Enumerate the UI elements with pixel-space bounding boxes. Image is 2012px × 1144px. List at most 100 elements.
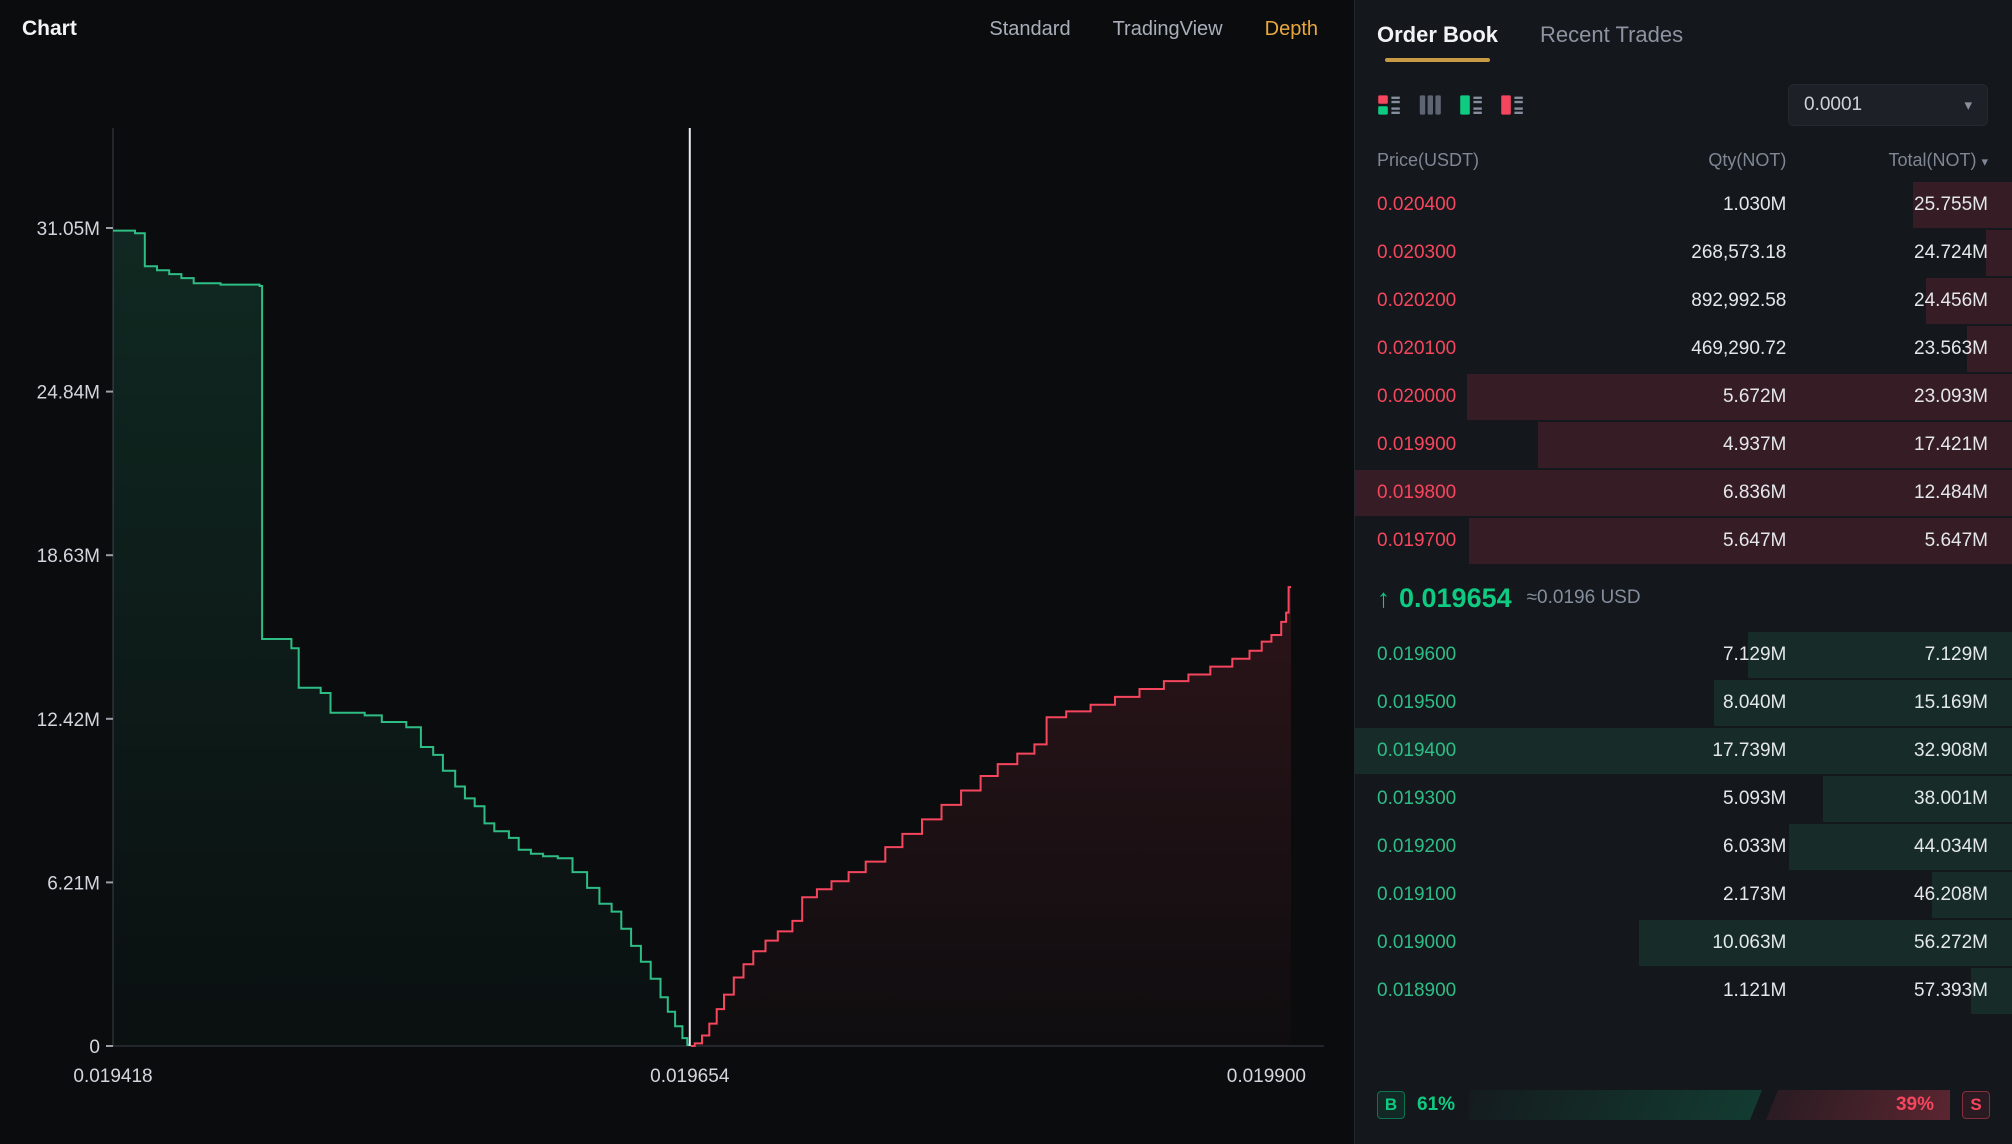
ob-cell-qty: 6.033M: [1722, 836, 1787, 857]
sell-percent: 39%: [1895, 1094, 1934, 1115]
ob-cell-qty: 5.672M: [1722, 386, 1787, 407]
y-tick-label: 6.21M: [47, 873, 100, 894]
ob-cell-qty: 10.063M: [1712, 932, 1787, 953]
order-book-bid-row[interactable]: 0.019300 5.093M 38.001M: [1355, 775, 2012, 823]
depth-bar-ask: [1912, 182, 2012, 228]
book-view-bids-icon[interactable]: [1459, 93, 1483, 117]
ob-cell-qty: 17.739M: [1712, 740, 1787, 761]
order-book-controls: 0.0001 ▾: [1355, 62, 2012, 126]
ob-cell-price: 0.020200: [1377, 290, 1457, 311]
depth-bar-ask: [1469, 518, 2012, 564]
depth-chart[interactable]: 0 6.21M 12.42M 18.63M 24.84M 31.05M 0.019418 0.…: [0, 58, 1354, 1144]
order-book-ask-row[interactable]: 0.019900 4.937M 17.421M: [1355, 421, 2012, 469]
ob-cell-price: 0.019700: [1377, 530, 1457, 551]
ob-cell-total: 24.724M: [1914, 242, 1988, 263]
order-book-bid-row[interactable]: 0.019600 7.129M 7.129M: [1355, 631, 2012, 679]
ob-cell-total: 5.647M: [1924, 530, 1988, 551]
order-book-bid-row[interactable]: 0.019200 6.033M 44.034M: [1355, 823, 2012, 871]
ob-cell-price: 0.020400: [1377, 194, 1457, 215]
order-book-ask-row[interactable]: 0.019800 6.836M 12.484M: [1355, 469, 2012, 517]
ob-cell-price: 0.019200: [1377, 836, 1457, 857]
ob-cell-qty: 268,573.18: [1691, 242, 1787, 263]
ob-cell-total: 25.755M: [1914, 194, 1988, 215]
tick-size-value: 0.0001: [1804, 94, 1863, 115]
ob-cell-total: 23.563M: [1914, 338, 1988, 359]
ratio-bar: 39%: [1469, 1090, 1950, 1120]
tick-size-select[interactable]: 0.0001 ▾: [1788, 84, 1988, 126]
y-tick-label: 0: [89, 1037, 100, 1058]
order-book-tabs: Order Book Recent Trades: [1355, 0, 2012, 62]
ob-cell-price: 0.019800: [1377, 482, 1457, 503]
ob-cell-qty: 5.647M: [1722, 530, 1787, 551]
ob-cell-total: 46.208M: [1914, 884, 1988, 905]
ob-cell-price: 0.019500: [1377, 692, 1457, 713]
ob-cell-qty: 1.030M: [1722, 194, 1787, 215]
ob-cell-price: 0.020100: [1377, 338, 1457, 359]
col-total[interactable]: Total(NOT) ▾: [1786, 150, 1988, 171]
tab-order-book[interactable]: Order Book: [1377, 22, 1498, 62]
order-book-ask-row[interactable]: 0.020200 892,992.58 24.456M: [1355, 277, 2012, 325]
depth-bar-bid: [1970, 968, 2012, 1014]
y-tick-label: 24.84M: [37, 383, 100, 404]
ob-cell-total: 44.034M: [1914, 836, 1988, 857]
ob-cell-qty: 2.173M: [1722, 884, 1787, 905]
last-price-row[interactable]: ↑ 0.019654 ≈0.0196 USD: [1355, 565, 2012, 631]
order-book-bid-row[interactable]: 0.019000 10.063M 56.272M: [1355, 919, 2012, 967]
order-book-bid-row[interactable]: 0.019500 8.040M 15.169M: [1355, 679, 2012, 727]
book-view-asks-icon[interactable]: [1500, 93, 1524, 117]
ob-cell-total: 32.908M: [1914, 740, 1988, 761]
order-book-bid-row[interactable]: 0.018900 1.121M 57.393M: [1355, 967, 2012, 1015]
ob-cell-qty: 6.836M: [1722, 482, 1787, 503]
y-tick-label: 12.42M: [37, 710, 100, 731]
depth-chart-area: 0 6.21M 12.42M 18.63M 24.84M 31.05M 0.019418 0.…: [0, 58, 1354, 1144]
ob-cell-total: 12.484M: [1914, 482, 1988, 503]
chart-panel-title: Chart: [22, 17, 77, 40]
chevron-down-icon: ▾: [1981, 154, 1988, 169]
tab-tradingview[interactable]: TradingView: [1112, 17, 1223, 40]
chart-view-tabs: Standard TradingView Depth: [989, 18, 1318, 41]
ob-cell-total: 57.393M: [1914, 980, 1988, 1001]
ob-cell-price: 0.019600: [1377, 644, 1457, 665]
col-price: Price(USDT): [1377, 150, 1479, 170]
tab-depth[interactable]: Depth: [1264, 17, 1318, 40]
order-book-ask-row[interactable]: 0.020100 469,290.72 23.563M: [1355, 325, 2012, 373]
order-book-ask-row[interactable]: 0.020400 1.030M 25.755M: [1355, 181, 2012, 229]
depth-bar-ask: [1966, 326, 2012, 372]
tab-standard[interactable]: Standard: [989, 17, 1071, 40]
asks-area: [691, 587, 1291, 1046]
ob-cell-total: 56.272M: [1914, 932, 1988, 953]
ob-cell-qty: 892,992.58: [1691, 290, 1787, 311]
depth-bar-bid: [1747, 632, 2012, 678]
ob-cell-qty: 469,290.72: [1691, 338, 1787, 359]
depth-bar-ask: [1986, 230, 2012, 276]
chevron-down-icon: ▾: [1964, 97, 1972, 114]
x-tick-label: 0.019900: [1227, 1066, 1306, 1087]
order-book-bid-row[interactable]: 0.019100 2.173M 46.208M: [1355, 871, 2012, 919]
asks-line: [691, 586, 1291, 1047]
tab-recent-trades[interactable]: Recent Trades: [1540, 22, 1684, 47]
bids-area: [113, 230, 689, 1047]
bids-line: [113, 229, 690, 1046]
ob-cell-price: 0.019100: [1377, 884, 1457, 905]
depth-bar-ask: [1466, 374, 2012, 420]
ob-cell-price: 0.019900: [1377, 434, 1457, 455]
order-book-ask-row[interactable]: 0.020000 5.672M 23.093M: [1355, 373, 2012, 421]
ob-cell-price: 0.018900: [1377, 980, 1457, 1001]
depth-bar-bid: [1823, 776, 2012, 822]
ob-cell-price: 0.020000: [1377, 386, 1457, 407]
order-book-column-headers: Price(USDT) Qty(NOT) Total(NOT) ▾: [1355, 126, 2012, 181]
depth-bar-ask: [1355, 470, 2012, 516]
ob-cell-total: 15.169M: [1914, 692, 1988, 713]
book-view-columns-icon[interactable]: [1418, 93, 1442, 117]
book-view-both-icon[interactable]: [1377, 93, 1401, 117]
order-book-ask-row[interactable]: 0.020300 268,573.18 24.724M: [1355, 229, 2012, 277]
order-book-bid-row[interactable]: 0.019400 17.739M 32.908M: [1355, 727, 2012, 775]
last-price-usd: ≈0.0196 USD: [1526, 587, 1641, 608]
depth-bar-bid: [1355, 728, 2012, 774]
ob-cell-qty: 1.121M: [1722, 980, 1787, 1001]
buy-badge: B: [1377, 1091, 1405, 1119]
depth-bar-bid: [1788, 824, 2012, 870]
order-book-ask-row[interactable]: 0.019700 5.647M 5.647M: [1355, 517, 2012, 565]
depth-bar-ask: [1537, 422, 2012, 468]
